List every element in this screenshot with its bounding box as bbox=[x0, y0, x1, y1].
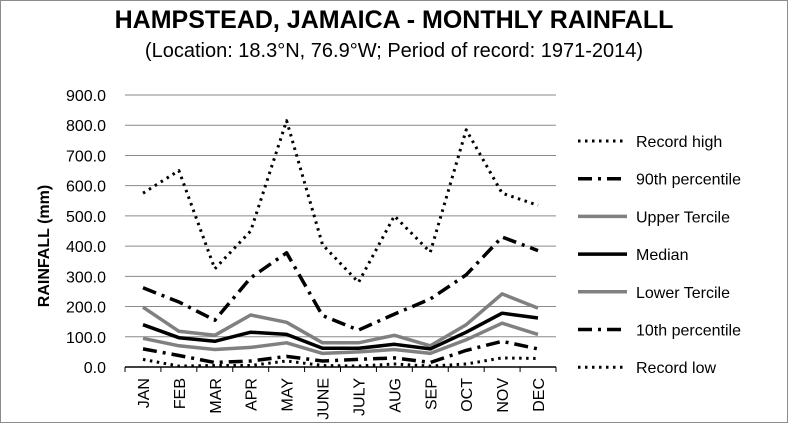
x-tick-label: JAN bbox=[136, 378, 153, 408]
series-lines bbox=[142, 119, 539, 368]
y-tick-label: 700.0 bbox=[66, 148, 106, 165]
y-tick-label: 300.0 bbox=[66, 269, 106, 286]
gridlines bbox=[124, 94, 557, 372]
x-tick-label: MAY bbox=[280, 378, 297, 412]
x-tick-label: JUNE bbox=[316, 378, 333, 420]
series-line-upper-tercile bbox=[142, 292, 539, 348]
series-line-10th-percentile bbox=[142, 339, 539, 365]
chart-subtitle: (Location: 18.3°N, 76.9°W; Period of rec… bbox=[144, 40, 644, 62]
legend-label: Record high bbox=[636, 134, 722, 151]
legend-label: Upper Tercile bbox=[636, 209, 730, 226]
legend-label: 10th percentile bbox=[636, 323, 741, 340]
x-tick-labels: JAN FEB MAR APR MAY JUNE JULY AUG SEP OCT NOV DEC bbox=[136, 378, 548, 420]
chart-title: HAMPSTEAD, JAMAICA - MONTHLY RAINFALL bbox=[114, 6, 674, 34]
series-line-lower-tercile bbox=[142, 321, 539, 356]
y-tick-labels: 0.0 100.0 200.0 300.0 400.0 500.0 600.0 700.0 80… bbox=[66, 88, 106, 377]
legend: Record high 90th percentile Upper Tercile M… bbox=[578, 134, 741, 377]
legend-label: 90th percentile bbox=[636, 172, 741, 189]
x-tick-label: MAR bbox=[208, 378, 225, 414]
series-line-record-high bbox=[142, 119, 539, 284]
y-tick-label: 400.0 bbox=[66, 239, 106, 256]
y-tick-label: 600.0 bbox=[66, 179, 106, 196]
y-axis-label: RAINFALL (mm) bbox=[36, 185, 53, 307]
x-tick-label: JULY bbox=[351, 378, 368, 416]
y-tick-label: 900.0 bbox=[66, 88, 106, 105]
series-line-median bbox=[142, 311, 539, 351]
x-tick-label: FEB bbox=[172, 378, 189, 409]
x-tick-label: NOV bbox=[495, 378, 512, 413]
legend-label: Record low bbox=[636, 360, 716, 377]
y-tick-label: 500.0 bbox=[66, 209, 106, 226]
y-tick-label: 100.0 bbox=[66, 330, 106, 347]
series-line-record-low bbox=[142, 356, 539, 368]
y-tick-label: 200.0 bbox=[66, 300, 106, 317]
x-tick-label: APR bbox=[244, 378, 261, 411]
x-tick-label: SEP bbox=[423, 378, 440, 410]
x-tick-label: DEC bbox=[531, 378, 548, 412]
legend-label: Lower Tercile bbox=[636, 285, 730, 302]
series-line-90th-percentile bbox=[142, 235, 539, 332]
x-tick-label: OCT bbox=[459, 378, 476, 412]
y-tick-label: 0.0 bbox=[84, 360, 106, 377]
x-tick-label: AUG bbox=[387, 378, 404, 413]
y-tick-label: 800.0 bbox=[66, 118, 106, 135]
legend-label: Median bbox=[636, 247, 688, 264]
